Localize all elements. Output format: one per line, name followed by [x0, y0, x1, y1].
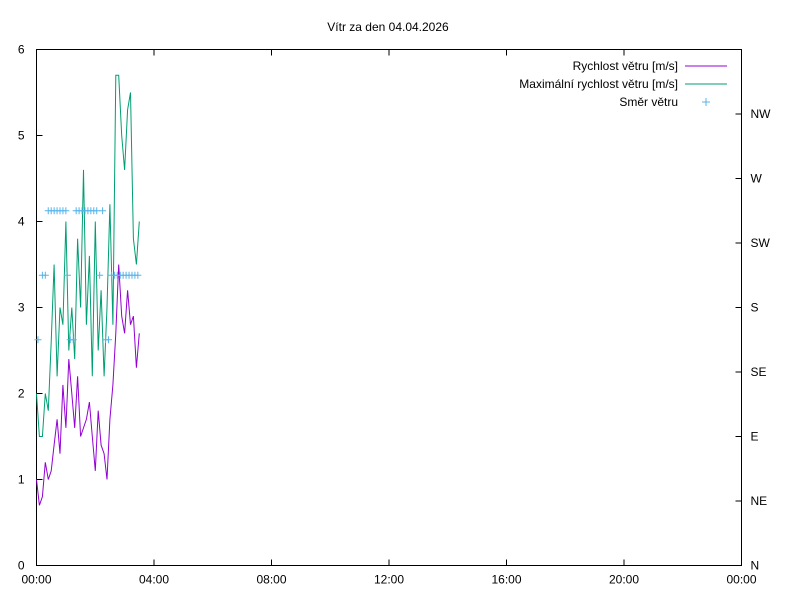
- y-left-tick-label: 3: [18, 301, 25, 315]
- direction-point: [63, 271, 71, 279]
- direction-point: [104, 336, 112, 344]
- direction-point: [99, 207, 107, 215]
- legend-entry-speed: Rychlost větru [m/s]: [573, 59, 727, 73]
- y-right-tick-label: W: [751, 172, 763, 186]
- series-layer: [34, 74, 142, 506]
- y-right-tick-label: SE: [751, 365, 767, 379]
- axes: 00:00 04:00 08:00 12:00 16:00 20:00 00:0001234…: [18, 43, 771, 587]
- y-left-tick-label: 4: [18, 215, 25, 229]
- legend-label-gust: Maximální rychlost větru [m/s]: [519, 77, 678, 91]
- direction-point: [93, 207, 101, 215]
- y-right-tick-label: NW: [751, 107, 772, 121]
- x-tick-label: 12:00: [374, 573, 404, 587]
- y-left-tick-label: 6: [18, 43, 25, 57]
- x-tick-label: 00:00: [726, 573, 756, 587]
- chart-title: Vítr za den 04.04.2026: [327, 20, 449, 34]
- direction-point: [96, 271, 104, 279]
- legend: Rychlost větru [m/s] Maximální rychlost …: [519, 59, 727, 109]
- x-tick-label: 20:00: [609, 573, 639, 587]
- direction-point: [134, 271, 142, 279]
- series-line-1: [36, 74, 140, 437]
- x-tick-label: 08:00: [256, 573, 286, 587]
- direction-point: [69, 336, 77, 344]
- legend-label-speed: Rychlost větru [m/s]: [573, 59, 678, 73]
- series-line-0: [36, 264, 140, 506]
- y-left-tick-label: 1: [18, 473, 25, 487]
- direction-point: [62, 207, 70, 215]
- legend-entry-direction: Směr větru: [619, 95, 710, 109]
- x-tick-label: 16:00: [491, 573, 521, 587]
- y-left-tick-label: 0: [18, 559, 25, 573]
- y-right-tick-label: SW: [751, 236, 771, 250]
- y-right-tick-label: E: [751, 430, 759, 444]
- x-tick-label: 00:00: [21, 573, 51, 587]
- y-right-tick-label: S: [751, 301, 759, 315]
- legend-marker-direction: [702, 98, 710, 106]
- legend-entry-gust: Maximální rychlost větru [m/s]: [519, 77, 727, 91]
- y-left-tick-label: 2: [18, 387, 25, 401]
- y-right-tick-label: NE: [751, 494, 768, 508]
- plot-area-border: [36, 49, 742, 566]
- y-right-tick-label: N: [751, 559, 760, 573]
- direction-point: [41, 271, 49, 279]
- y-left-tick-label: 5: [18, 129, 25, 143]
- direction-point: [34, 336, 42, 344]
- legend-label-direction: Směr větru: [619, 95, 678, 109]
- x-tick-label: 04:00: [139, 573, 169, 587]
